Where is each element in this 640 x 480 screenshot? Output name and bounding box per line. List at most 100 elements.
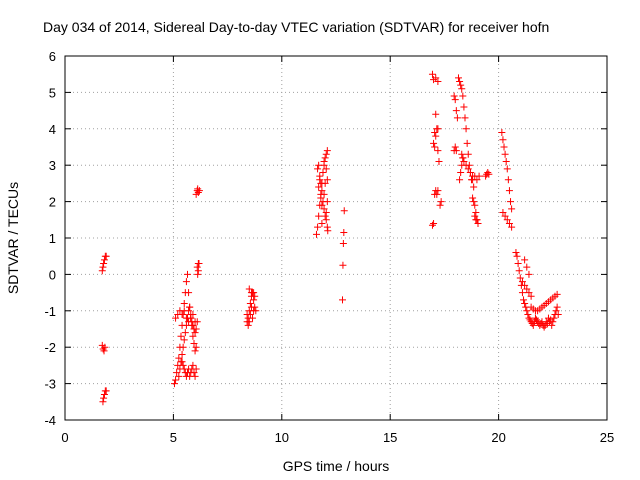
data-point [315, 212, 323, 220]
data-point [318, 219, 326, 227]
data-point [498, 128, 506, 136]
data-point [437, 198, 445, 206]
data-point [529, 321, 537, 329]
data-point [434, 77, 442, 85]
data-point [340, 207, 348, 215]
data-point [458, 161, 466, 169]
data-point [194, 270, 202, 278]
data-point [540, 323, 548, 331]
data-point [323, 198, 331, 206]
axis-ticks [64, 55, 608, 421]
data-point [194, 189, 202, 196]
y-tick-label: 6 [49, 49, 56, 64]
data-point [457, 81, 465, 89]
data-point [320, 158, 328, 166]
data-point [181, 329, 189, 337]
data-point [514, 259, 522, 267]
data-point [250, 289, 258, 297]
y-tick-label: -2 [44, 340, 56, 355]
data-point [179, 343, 187, 351]
data-point [98, 267, 106, 275]
data-point [456, 176, 464, 184]
data-point [324, 227, 332, 235]
data-point [473, 176, 481, 184]
data-point [505, 219, 513, 227]
data-point [182, 321, 190, 329]
y-tick-label: -1 [44, 304, 56, 319]
data-point [501, 212, 509, 220]
data-point [192, 365, 200, 373]
data-point [185, 307, 193, 315]
data-point [434, 187, 442, 195]
data-point [320, 190, 328, 198]
data-point [191, 372, 199, 380]
data-point [550, 314, 558, 322]
data-point [252, 307, 260, 315]
data-point [100, 259, 108, 267]
data-point [192, 325, 200, 333]
data-point [250, 296, 258, 304]
data-point [189, 332, 197, 340]
data-point [100, 256, 108, 264]
data-point [430, 139, 438, 147]
data-point [501, 150, 509, 158]
grid-lines [65, 56, 607, 420]
data-point [474, 219, 482, 227]
data-point [314, 165, 322, 173]
data-point [485, 170, 493, 178]
data-point [319, 168, 327, 176]
x-tick-label: 5 [170, 430, 177, 445]
data-point [521, 281, 529, 289]
data-point [177, 358, 185, 366]
data-point [172, 314, 180, 322]
data-point [102, 252, 110, 260]
data-point [193, 263, 201, 271]
data-point [508, 223, 516, 231]
data-point [452, 147, 460, 155]
y-tick-label: 2 [49, 195, 56, 210]
data-point [513, 252, 521, 260]
data-point [450, 92, 458, 100]
data-point [316, 176, 324, 184]
data-point [431, 143, 439, 151]
data-point [523, 285, 531, 293]
x-tick-label: 15 [383, 430, 397, 445]
data-point [503, 216, 511, 224]
data-point [322, 165, 330, 173]
data-point [433, 190, 441, 198]
data-point [518, 278, 526, 286]
data-point [521, 256, 529, 264]
data-point [471, 212, 479, 220]
data-point [173, 369, 181, 377]
data-points [98, 70, 562, 406]
data-point [315, 183, 323, 191]
data-point [430, 219, 438, 227]
data-point [484, 168, 492, 176]
data-point [454, 74, 462, 82]
y-tick-label: -4 [44, 413, 56, 428]
data-point [524, 310, 532, 318]
data-point [469, 194, 477, 202]
data-point [315, 161, 323, 169]
x-axis-label: GPS time / hours [283, 458, 390, 474]
data-point [192, 343, 200, 351]
data-point [499, 209, 507, 217]
data-point [317, 194, 325, 202]
data-point [466, 168, 474, 176]
y-tick-label: 1 [49, 231, 56, 246]
data-point [470, 183, 478, 191]
y-tick-label: 0 [49, 267, 56, 282]
data-point [473, 216, 481, 224]
data-point [525, 314, 533, 322]
data-point [553, 303, 561, 311]
data-point [183, 270, 191, 278]
data-point [178, 350, 186, 358]
data-point [339, 296, 347, 304]
data-point [523, 263, 531, 271]
data-point [190, 340, 198, 348]
x-tick-label: 25 [600, 430, 614, 445]
x-tick-label: 0 [61, 430, 68, 445]
data-point [458, 85, 466, 93]
data-point [475, 172, 483, 180]
